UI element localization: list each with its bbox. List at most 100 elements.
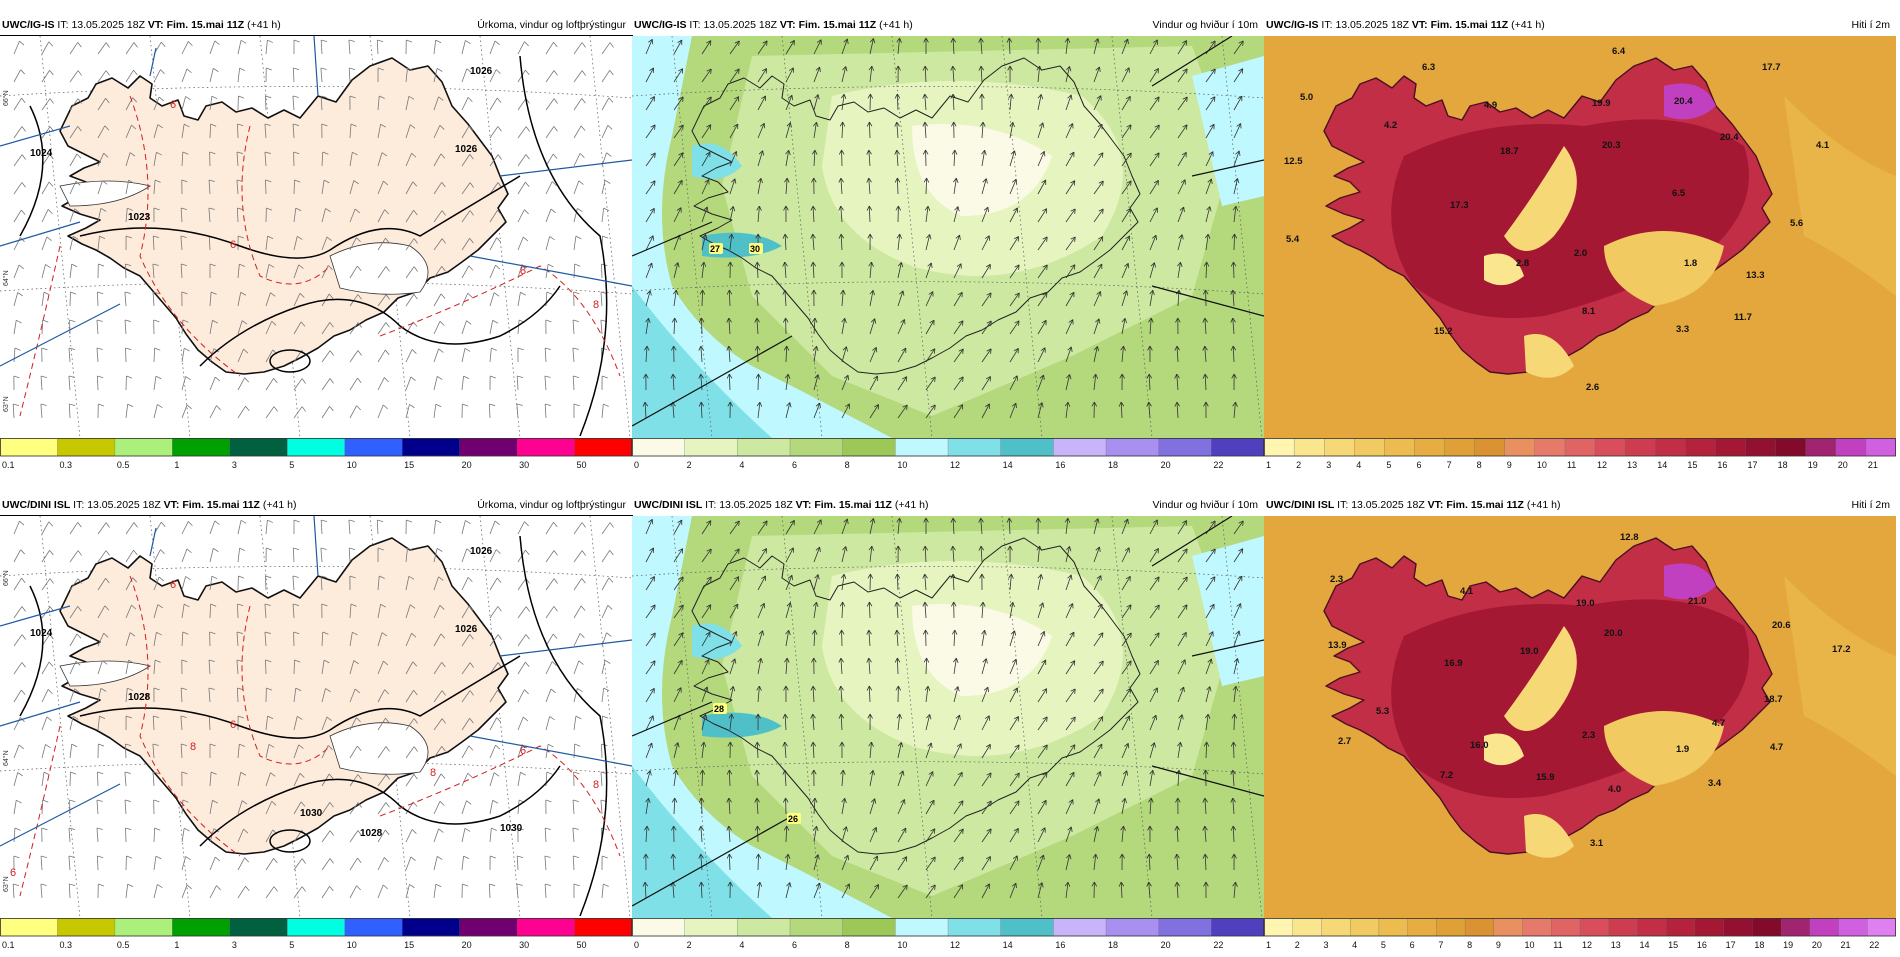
gust-label: 30 xyxy=(750,244,760,254)
colorbar-label: 10 xyxy=(347,460,357,470)
colorbar-label: 6 xyxy=(792,940,797,950)
colorbar-label: 1 xyxy=(1266,940,1271,950)
colorbar-swatch xyxy=(1746,438,1777,456)
lead-time: (+41 h) xyxy=(1527,499,1561,511)
latitude-label: 66°N xyxy=(2,570,10,586)
colorbar-label: 7 xyxy=(1438,940,1443,950)
colorbar-swatch xyxy=(1505,438,1536,456)
colorbar-swatch xyxy=(1523,918,1552,936)
colorbar-label: 2 xyxy=(1295,940,1300,950)
colorbar-label: 2 xyxy=(687,460,692,470)
temperature-label: 15.2 xyxy=(1434,326,1453,337)
temperature-label: 21.0 xyxy=(1688,596,1707,607)
colorbar-label: 0.1 xyxy=(2,460,15,470)
isobar-label: 1024 xyxy=(30,148,53,159)
colorbar-swatch xyxy=(575,438,632,456)
colorbar-label: 4 xyxy=(739,460,744,470)
colorbar-swatch xyxy=(517,438,575,456)
temperature-label: 20.4 xyxy=(1674,96,1693,107)
colorbar-label: 18 xyxy=(1108,940,1118,950)
init-time: 13.05.2025 18Z xyxy=(71,19,145,31)
colorbar-swatch xyxy=(230,438,288,456)
temperature-label: 1.9 xyxy=(1676,744,1689,755)
colorbar-label: 11 xyxy=(1553,940,1562,950)
panel-header: UWC/DINI ISL IT: 13.05.2025 18Z VT: Fim.… xyxy=(632,496,1264,514)
colorbar-swatch xyxy=(790,918,843,936)
latitude-label: 63°N xyxy=(2,876,10,892)
colorbar-swatch xyxy=(1211,918,1264,936)
valid-time: Fim. 15.mai 11Z xyxy=(1431,19,1509,31)
colorbar-label: 6 xyxy=(1410,940,1415,950)
colorbar-swatch xyxy=(1565,438,1596,456)
it-label: IT: xyxy=(1337,499,1348,511)
temperature-label: 12.8 xyxy=(1620,532,1639,543)
colorbar-swatch xyxy=(1414,438,1445,456)
isotherm-label: 6 xyxy=(230,239,236,251)
temperature-label: 6.3 xyxy=(1422,62,1435,73)
colorbar-swatch xyxy=(1475,438,1506,456)
panel-dini-temp: UWC/DINI ISL IT: 13.05.2025 18Z VT: Fim.… xyxy=(1264,496,1896,957)
latitude-label: 64°N xyxy=(2,750,10,766)
colorbar-label: 12 xyxy=(950,460,960,470)
colorbar-label: 9 xyxy=(1496,940,1501,950)
colorbar-label: 21 xyxy=(1868,460,1878,470)
temperature-label: 20.3 xyxy=(1602,140,1621,151)
temperature-label: 5.6 xyxy=(1790,218,1803,229)
colorbar-swatch xyxy=(402,438,460,456)
colorbar-label: 2 xyxy=(1296,460,1301,470)
isobar-label: 1023 xyxy=(128,212,151,223)
colorbar-swatch xyxy=(172,918,230,936)
colorbar-swatch xyxy=(1551,918,1580,936)
field-name: Úrkoma, vindur og loftþrýstingur xyxy=(477,496,626,514)
init-time: 13.05.2025 18Z xyxy=(1335,19,1409,31)
colorbar-swatch xyxy=(1436,918,1465,936)
model-name: UWC/DINI ISL xyxy=(1266,499,1334,511)
colorbar-swatch xyxy=(895,438,948,456)
isotherm-label: 8 xyxy=(430,767,436,779)
colorbar-swatch xyxy=(1637,918,1666,936)
panel-igis-temp: UWC/IG-IS IT: 13.05.2025 18Z VT: Fim. 15… xyxy=(1264,16,1896,477)
temperature-label: 3.1 xyxy=(1590,838,1604,849)
colorbar-label: 22 xyxy=(1213,940,1223,950)
colorbar-label: 15 xyxy=(404,460,414,470)
temperature-label: 4.2 xyxy=(1384,120,1397,131)
colorbar-swatch xyxy=(1321,918,1350,936)
colorbar-swatch xyxy=(1159,438,1212,456)
model-name: UWC/IG-IS xyxy=(2,19,55,31)
colorbar-label: 30 xyxy=(519,940,529,950)
it-label: IT: xyxy=(705,499,716,511)
colorbar-label: 18 xyxy=(1754,940,1764,950)
latitude-label: 63°N xyxy=(2,396,10,412)
colorbar-swatch xyxy=(843,438,896,456)
panel-dini-precip: UWC/DINI ISL IT: 13.05.2025 18Z VT: Fim.… xyxy=(0,496,632,957)
colorbar-swatch xyxy=(230,918,288,936)
latitude-label: 66°N xyxy=(2,90,10,106)
colorbar-label: 3 xyxy=(1326,460,1331,470)
colorbar-swatch xyxy=(1001,438,1054,456)
colorbar-label: 8 xyxy=(845,460,850,470)
colorbar-swatch xyxy=(1264,438,1295,456)
field-name: Úrkoma, vindur og loftþrýstingur xyxy=(477,16,626,34)
init-time: 13.05.2025 18Z xyxy=(87,499,161,511)
colorbar-label: 16 xyxy=(1697,940,1707,950)
colorbar-label: 22 xyxy=(1213,460,1223,470)
colorbar-label: 10 xyxy=(347,940,357,950)
temperature-label: 16.0 xyxy=(1470,740,1489,751)
gust-label: 26 xyxy=(788,814,798,824)
colorbar-swatch xyxy=(1752,918,1781,936)
vt-label: VT: xyxy=(164,499,180,511)
panel-igis-wind: UWC/IG-IS IT: 13.05.2025 18Z VT: Fim. 15… xyxy=(632,16,1264,477)
colorbar-swatch xyxy=(843,918,896,936)
temperature-label: 17.7 xyxy=(1762,62,1781,73)
isobar-label: 1028 xyxy=(360,828,383,839)
temperature-label: 3.3 xyxy=(1676,324,1689,335)
temperature-label: 4.1 xyxy=(1816,140,1830,151)
colorbar-swatch xyxy=(1715,438,1746,456)
panel-header: UWC/IG-IS IT: 13.05.2025 18Z VT: Fim. 15… xyxy=(1264,16,1896,34)
colorbar-label: 10 xyxy=(897,940,907,950)
panel-header: UWC/IG-IS IT: 13.05.2025 18Z VT: Fim. 15… xyxy=(632,16,1264,34)
